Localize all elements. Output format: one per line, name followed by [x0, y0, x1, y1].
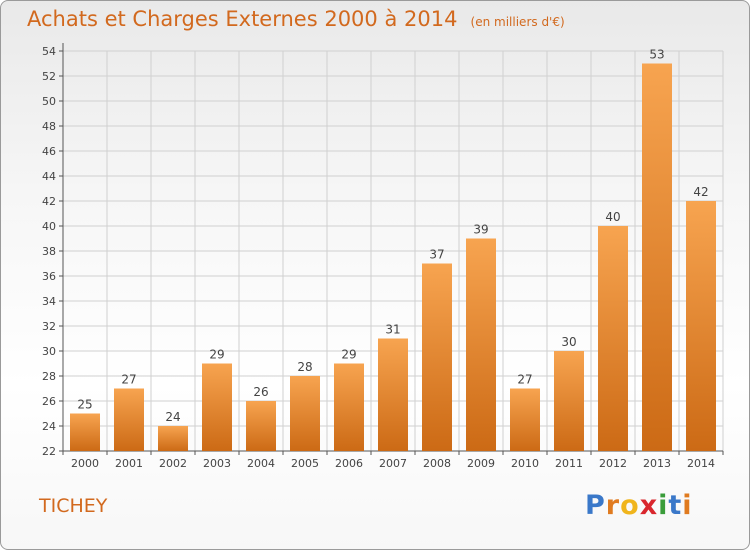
bar-2012 — [598, 226, 628, 451]
x-tick-label: 2002 — [159, 457, 187, 470]
x-tick-label: 2013 — [643, 457, 671, 470]
data-label: 29 — [209, 348, 224, 362]
x-tick-label: 2014 — [687, 457, 715, 470]
data-label: 39 — [473, 223, 488, 237]
x-tick-label: 2004 — [247, 457, 275, 470]
proxiti-logo[interactable]: Proxiti — [585, 490, 693, 521]
x-tick-label: 2001 — [115, 457, 143, 470]
y-tick-label: 22 — [42, 445, 56, 458]
logo-letter: o — [620, 490, 640, 521]
bar-2010 — [510, 388, 540, 451]
logo-letter: t — [668, 490, 683, 521]
x-tick-label: 2005 — [291, 457, 319, 470]
y-tick-label: 26 — [42, 395, 56, 408]
bars — [70, 63, 716, 451]
y-tick-label: 24 — [42, 420, 56, 433]
logo-letter: P — [585, 490, 606, 521]
logo-letter: r — [605, 490, 621, 521]
data-label: 53 — [649, 48, 664, 62]
y-tick-label: 34 — [42, 295, 56, 308]
x-tick-label: 2006 — [335, 457, 363, 470]
y-tick-label: 46 — [42, 145, 56, 158]
data-label: 27 — [121, 373, 136, 387]
chart-title: Achats et Charges Externes 2000 à 2014 — [27, 7, 458, 31]
data-label: 26 — [253, 385, 268, 399]
y-tick-label: 50 — [42, 95, 56, 108]
bar-2004 — [246, 401, 276, 451]
y-tick-label: 42 — [42, 195, 56, 208]
y-tick-label: 32 — [42, 320, 56, 333]
y-tick-label: 36 — [42, 270, 56, 283]
x-tick-label: 2000 — [71, 457, 99, 470]
y-tick-label: 40 — [42, 220, 56, 233]
chart-title-block: Achats et Charges Externes 2000 à 2014 (… — [27, 7, 565, 31]
data-label: 40 — [605, 210, 620, 224]
x-tick-label: 2011 — [555, 457, 583, 470]
x-tick-label: 2008 — [423, 457, 451, 470]
x-tick-label: 2009 — [467, 457, 495, 470]
bar-2013 — [642, 63, 672, 451]
bar-2005 — [290, 376, 320, 451]
logo-letter: i — [682, 490, 693, 521]
bar-2006 — [334, 363, 364, 451]
data-label: 25 — [77, 398, 92, 412]
data-label: 30 — [561, 335, 576, 349]
chart-unit: (en milliers d'€) — [470, 15, 565, 29]
data-label: 42 — [693, 185, 708, 199]
logo-letter: x — [639, 490, 659, 521]
bar-2000 — [70, 413, 100, 451]
y-tick-label: 54 — [42, 45, 56, 58]
x-tick-label: 2012 — [599, 457, 627, 470]
x-tick-label: 2007 — [379, 457, 407, 470]
data-label: 29 — [341, 348, 356, 362]
x-tick-label: 2003 — [203, 457, 231, 470]
bar-2011 — [554, 351, 584, 451]
y-tick-label: 52 — [42, 70, 56, 83]
bar-2009 — [466, 238, 496, 451]
y-tick-label: 44 — [42, 170, 56, 183]
y-tick-label: 38 — [42, 245, 56, 258]
data-label: 37 — [429, 248, 444, 262]
data-label: 24 — [165, 410, 180, 424]
bar-2007 — [378, 338, 408, 451]
logo-letter: i — [658, 490, 669, 521]
bar-2002 — [158, 426, 188, 451]
commune-name: TICHEY — [39, 495, 108, 517]
bar-2008 — [422, 263, 452, 451]
data-label: 31 — [385, 323, 400, 337]
y-tick-label: 30 — [42, 345, 56, 358]
y-tick-label: 48 — [42, 120, 56, 133]
bar-2014 — [686, 201, 716, 451]
y-tick-label: 28 — [42, 370, 56, 383]
labels: 22 24 26 28 30 32 34 36 38 40 42 44 46 48 50 52 54 25 2000… — [42, 45, 715, 470]
bar-2003 — [202, 363, 232, 451]
bar-2001 — [114, 388, 144, 451]
x-tick-label: 2010 — [511, 457, 539, 470]
data-label: 27 — [517, 373, 532, 387]
data-label: 28 — [297, 360, 312, 374]
